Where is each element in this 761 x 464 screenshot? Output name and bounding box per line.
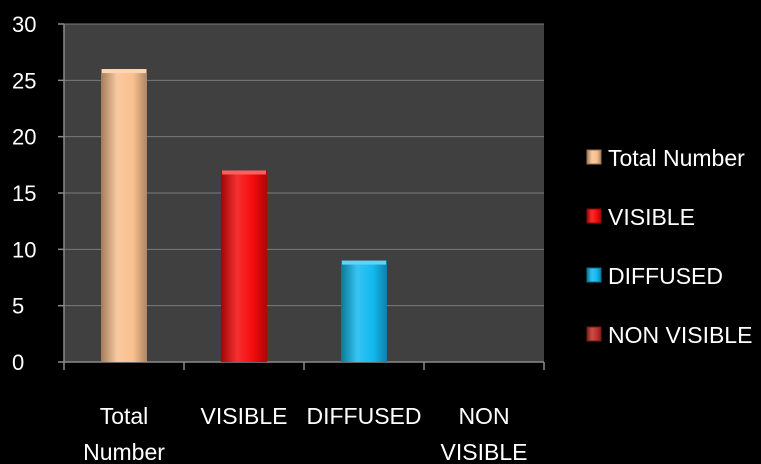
legend: Total Number VISIBLE DIFFUSED NON VISIBLE <box>586 145 752 348</box>
x-axis-category-labels: Total Number VISIBLE DIFFUSED NON VISIBLE <box>83 403 527 464</box>
y-tick-label: 25 <box>12 68 36 93</box>
y-tick-label: 0 <box>12 350 24 375</box>
x-label-visible: VISIBLE <box>201 403 288 429</box>
bar-top-highlight <box>342 260 386 265</box>
legend-item-total-number: Total Number <box>586 145 745 171</box>
legend-swatch <box>586 267 602 283</box>
x-tick-label: Number <box>83 439 165 464</box>
y-tick-label: 15 <box>12 181 36 206</box>
legend-item-diffused: DIFFUSED <box>586 263 723 289</box>
bar-body <box>341 260 387 362</box>
y-tick-label: 10 <box>12 237 36 262</box>
legend-item-non-visible: NON VISIBLE <box>586 322 752 348</box>
legend-item-visible: VISIBLE <box>586 204 695 230</box>
legend-label: Total Number <box>608 145 745 171</box>
x-label-total-number: Total Number <box>83 403 165 464</box>
x-tick-label: VISIBLE <box>441 439 528 464</box>
bar-body <box>101 69 147 363</box>
x-label-diffused: DIFFUSED <box>307 403 422 429</box>
y-tick-label: 20 <box>12 125 36 150</box>
legend-label: NON VISIBLE <box>608 322 752 348</box>
bar-visible <box>221 170 267 362</box>
legend-swatch <box>586 149 602 165</box>
bars <box>101 69 387 363</box>
x-label-non-visible: NON VISIBLE <box>441 403 528 464</box>
legend-swatch <box>586 208 602 224</box>
y-axis-tick-labels: 0 5 10 15 20 25 30 <box>12 12 36 375</box>
legend-swatch <box>586 326 602 342</box>
bar-top-highlight <box>222 170 266 175</box>
y-tick-label: 30 <box>12 12 36 37</box>
bar-top-highlight <box>102 69 146 74</box>
x-tick-label: Total <box>100 403 149 429</box>
x-tick-label: DIFFUSED <box>307 403 422 429</box>
legend-label: VISIBLE <box>608 204 695 230</box>
legend-label: DIFFUSED <box>608 263 723 289</box>
bar-total-number <box>101 69 147 363</box>
x-tick-label: NON <box>458 403 509 429</box>
x-tick-label: VISIBLE <box>201 403 288 429</box>
bar-body <box>221 170 267 362</box>
bar-diffused <box>341 260 387 362</box>
y-tick-label: 5 <box>12 294 24 319</box>
